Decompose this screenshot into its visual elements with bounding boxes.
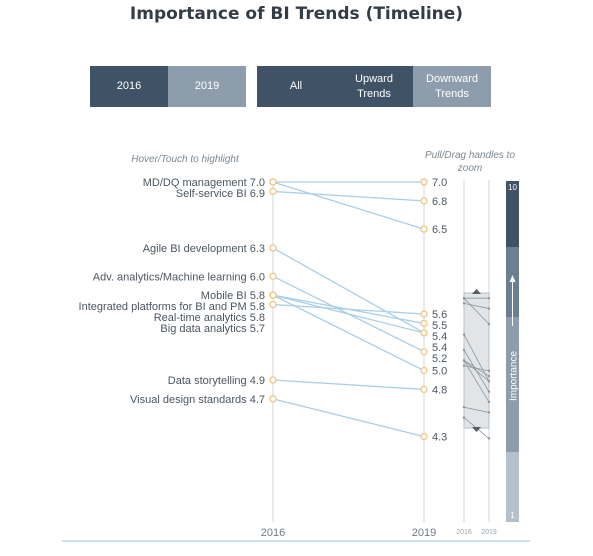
series-line-10	[272, 181, 425, 230]
label-2019-7: 5.2	[432, 353, 447, 365]
mini-label-2019: 2019	[481, 529, 497, 536]
label-2016-1: Self-service BI 6.9	[176, 188, 265, 200]
series-line-8	[272, 379, 425, 391]
mini-point-2016-3	[462, 348, 466, 352]
marker-2019-6	[420, 329, 428, 337]
marker-2016-10	[269, 178, 277, 186]
mini-point-2016-6	[462, 359, 466, 362]
mini-point-2019-3	[487, 390, 491, 393]
marker-2016-3	[269, 272, 277, 280]
zoom-hint: Pull/Drag handles to zoom	[424, 150, 516, 174]
mini-point-2019-7	[487, 369, 491, 373]
mini-label-2016: 2016	[456, 529, 472, 536]
label-2016-4: Mobile BI 5.8	[201, 290, 265, 302]
mini-line-8	[463, 406, 490, 413]
scale-arrow-icon	[509, 275, 516, 282]
marker-2016-7	[269, 300, 277, 309]
label-2019-0: 7.0	[432, 177, 447, 189]
label-2019-4: 5.5	[432, 320, 447, 332]
mini-line-4	[463, 360, 490, 403]
mini-line-6	[463, 360, 490, 382]
marker-2016-8	[269, 376, 277, 384]
label-2016-2: Agile BI development 6.3	[143, 243, 265, 255]
series-line-4	[272, 294, 425, 372]
x-label-2019: 2019	[412, 527, 436, 539]
marker-2016-9	[269, 395, 277, 403]
series-line-7	[272, 303, 425, 315]
filter-button-all[interactable]: All	[257, 66, 335, 107]
mini-line-7	[463, 365, 490, 372]
label-2016-7: Big data analytics 5.7	[160, 323, 265, 335]
label-2019-1: 6.8	[432, 196, 447, 208]
mini-point-2019-5	[487, 374, 491, 378]
marker-2019-9	[420, 432, 428, 441]
marker-2019-8	[420, 385, 428, 394]
chart-title: Importance of BI Trends (Timeline)	[129, 4, 464, 24]
highlight-hint: Hover/Touch to highlight	[131, 154, 239, 165]
marker-2019-4	[420, 366, 428, 375]
mini-point-2019-1	[487, 307, 491, 310]
mini-point-2019-0	[487, 296, 491, 300]
marker-2016-1	[269, 187, 277, 196]
mini-point-2019-9	[487, 437, 491, 440]
marker-2019-0	[420, 178, 428, 186]
label-2019-5: 5.4	[432, 331, 447, 343]
mini-point-2016-8	[462, 406, 466, 409]
label-2016-9: Visual design standards 4.7	[130, 394, 265, 406]
marker-2019-7	[420, 310, 428, 318]
mini-line-1	[463, 302, 490, 309]
scale-band-3	[506, 452, 519, 522]
scale-band-0	[506, 181, 519, 247]
filter-button-upward[interactable]: Upward Trends	[335, 66, 413, 107]
scale-min-label: 1	[510, 511, 515, 520]
label-2019-8: 5.0	[432, 366, 447, 378]
marker-2019-1	[420, 197, 428, 205]
mini-point-2016-1	[462, 302, 466, 305]
marker-2019-10	[420, 225, 428, 233]
label-2019-2: 6.5	[432, 224, 447, 236]
scale-band-2	[506, 317, 519, 452]
mini-point-2019-6	[487, 380, 491, 383]
marker-2019-3	[420, 348, 428, 356]
series-line-2	[272, 247, 425, 334]
label-2016-6: Real-time analytics 5.8	[154, 312, 265, 324]
label-2016-5: Integrated platforms for BI and PM 5.8	[79, 301, 265, 313]
series-line-9	[272, 398, 425, 438]
zoom-window	[463, 292, 490, 429]
mini-point-2019-10	[487, 322, 491, 326]
zoom-handle-bottom[interactable]	[472, 427, 481, 432]
mini-point-2016-10	[462, 296, 466, 300]
marker-2016-2	[269, 244, 277, 252]
series-line-1	[272, 190, 425, 202]
label-2016-8: Data storytelling 4.9	[168, 375, 265, 387]
mini-point-2019-4	[487, 400, 491, 404]
mini-line-10	[463, 297, 490, 325]
year-button-2019[interactable]: 2019	[168, 66, 246, 107]
label-2016-3: Adv. analytics/Machine learning 6.0	[93, 271, 265, 283]
mini-point-2016-2	[462, 333, 466, 336]
label-2019-10: 4.3	[432, 432, 447, 444]
zoom-handle-top[interactable]	[472, 289, 481, 294]
marker-2019-5	[420, 319, 428, 328]
mini-point-2016-9	[462, 416, 466, 419]
label-2019-6: 5.4	[432, 342, 447, 354]
scale-axis-label: Importance	[509, 351, 520, 401]
filter-button-downward[interactable]: Downward Trends	[413, 66, 491, 107]
scale-max-label: 10	[508, 183, 517, 192]
label-2016-0: MD/DQ management 7.0	[143, 177, 265, 189]
series-line-6	[272, 294, 425, 334]
label-2019-3: 5.6	[432, 309, 447, 321]
year-button-2016[interactable]: 2016	[90, 66, 168, 107]
x-label-2016: 2016	[261, 527, 285, 539]
mini-point-2019-8	[487, 411, 491, 414]
mini-point-2016-7	[462, 364, 466, 367]
label-2019-9: 4.8	[432, 384, 447, 396]
marker-2016-6	[269, 291, 277, 299]
